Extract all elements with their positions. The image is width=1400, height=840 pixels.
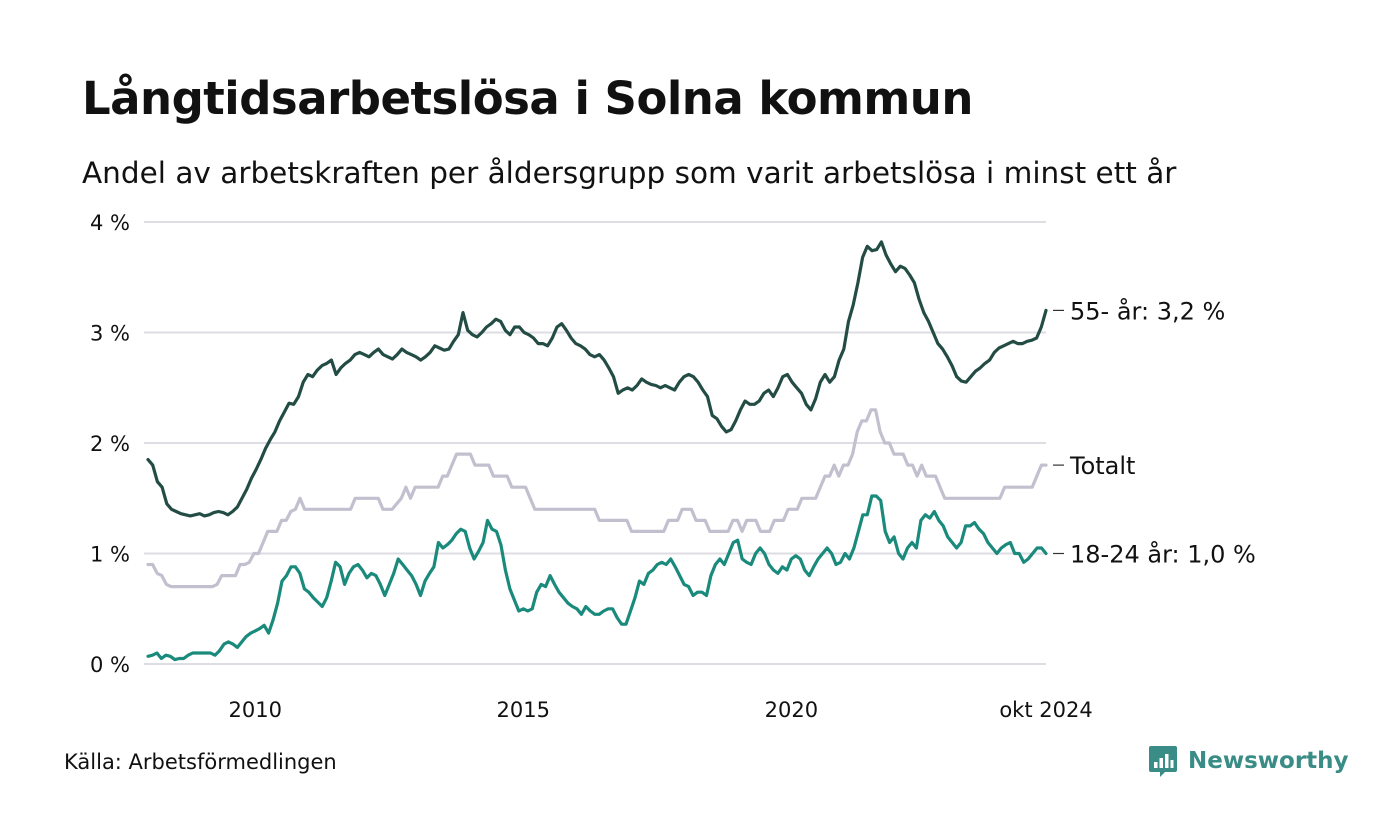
- y-tick-label: 0 %: [90, 653, 130, 677]
- y-axis-ticks: 0 % 1 % 2 % 3 % 4 %: [90, 211, 130, 677]
- x-axis-ticks: 2010 2015 2020 okt 2024: [228, 698, 1092, 722]
- y-tick-label: 3 %: [90, 322, 130, 346]
- series-label-2: 18-24 år: 1,0 %: [1070, 540, 1256, 569]
- chart-title: Långtidsarbetslösa i Solna kommun: [82, 72, 973, 125]
- gridlines: [144, 221, 1046, 665]
- brand-name: Newsworthy: [1188, 748, 1349, 774]
- brand-logo[interactable]: Newsworthy: [1148, 744, 1349, 778]
- series-label-1: Totalt: [1069, 452, 1135, 480]
- series-line-0: [146, 240, 1048, 518]
- series-line-1: [146, 408, 1048, 589]
- x-tick-label: 2020: [765, 698, 818, 722]
- chart-subtitle: Andel av arbetskraften per åldersgrupp s…: [82, 156, 1177, 190]
- x-tick-label: 2010: [228, 698, 281, 722]
- y-tick-label: 2 %: [90, 432, 130, 456]
- y-tick-label: 1 %: [90, 543, 130, 567]
- x-tick-label: 2015: [497, 698, 550, 722]
- series-label-0: 55- år: 3,2 %: [1070, 296, 1225, 325]
- series-lines: [146, 240, 1048, 662]
- x-tick-label: okt 2024: [999, 698, 1092, 722]
- series-labels: 55- år: 3,2 % Totalt 18-24 år: 1,0 %: [1053, 296, 1256, 569]
- source-note: Källa: Arbetsförmedlingen: [64, 750, 337, 774]
- y-tick-label: 4 %: [90, 211, 130, 235]
- series-line-2: [146, 494, 1048, 662]
- newsworthy-logo-icon: [1149, 746, 1177, 777]
